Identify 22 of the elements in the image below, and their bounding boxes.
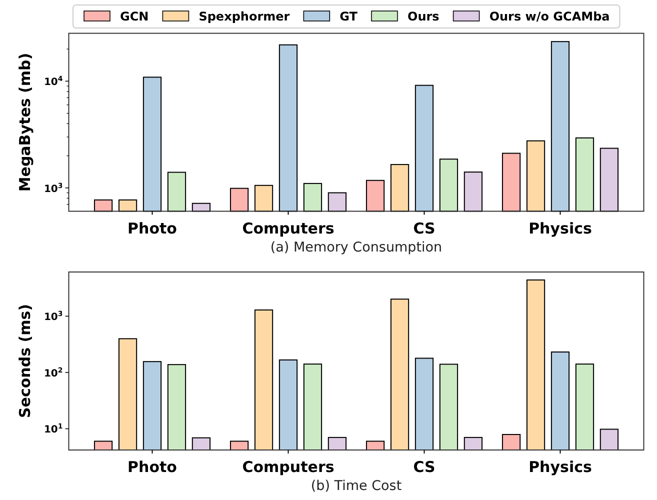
x-axis-title: (b) Time Cost (310, 478, 402, 494)
y-tick-label: 10$^{1}$ (44, 422, 63, 436)
legend-label: GCN (120, 10, 149, 24)
x-tick-label: Physics (528, 458, 592, 476)
x-tick-label: CS (413, 458, 436, 476)
x-tick-label: Computers (242, 458, 334, 476)
x-tick-label: CS (413, 219, 436, 238)
x-tick-label: Photo (128, 458, 177, 476)
y-tick-label: 10$^{2}$ (44, 366, 63, 380)
y-tick-label: 10$^{4}$ (44, 75, 63, 88)
y-axis-title: Seconds (ms) (16, 304, 34, 418)
y-axis-title: MegaBytes (mb) (16, 52, 34, 192)
x-axis-title: (a) Memory Consumption (270, 239, 442, 256)
legend-label: GT (340, 10, 358, 24)
x-tick-label: Physics (528, 219, 592, 238)
y-tick-label: 10$^{3}$ (44, 182, 63, 195)
legend-label: Ours (408, 10, 440, 24)
y-tick-label: 10$^{3}$ (44, 310, 63, 324)
x-tick-label: Computers (242, 219, 334, 238)
legend-label: Spexphormer (198, 10, 290, 24)
x-tick-label: Photo (128, 219, 177, 238)
legend-label: Ours w/o GCAMba (489, 10, 610, 24)
